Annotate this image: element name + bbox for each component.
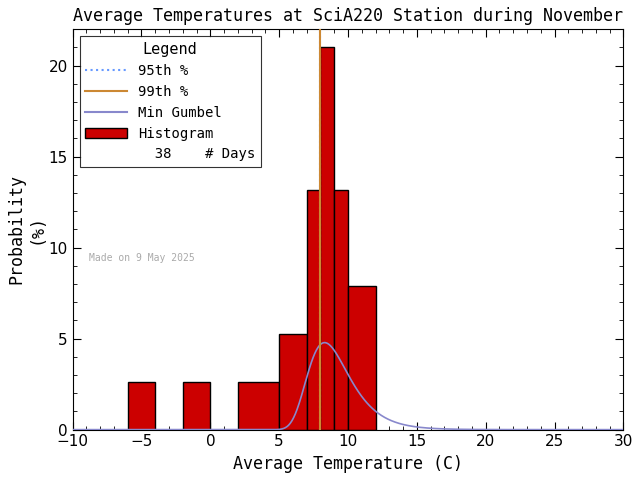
Y-axis label: Probability
(%): Probability (%) [7, 174, 45, 285]
Bar [321, 47, 334, 430]
Bar [307, 190, 321, 430]
Bar [279, 334, 307, 430]
Bar [334, 190, 348, 430]
Bar [183, 382, 211, 430]
Title: Average Temperatures at SciA220 Station during November: Average Temperatures at SciA220 Station … [73, 7, 623, 25]
Legend: 95th %, 99th %, Min Gumbel, Histogram,   38    # Days: 95th %, 99th %, Min Gumbel, Histogram, 3… [79, 36, 260, 167]
X-axis label: Average Temperature (C): Average Temperature (C) [233, 455, 463, 473]
Bar [238, 382, 279, 430]
Bar [128, 382, 156, 430]
Bar [348, 286, 376, 430]
Text: Made on 9 May 2025: Made on 9 May 2025 [89, 253, 195, 264]
